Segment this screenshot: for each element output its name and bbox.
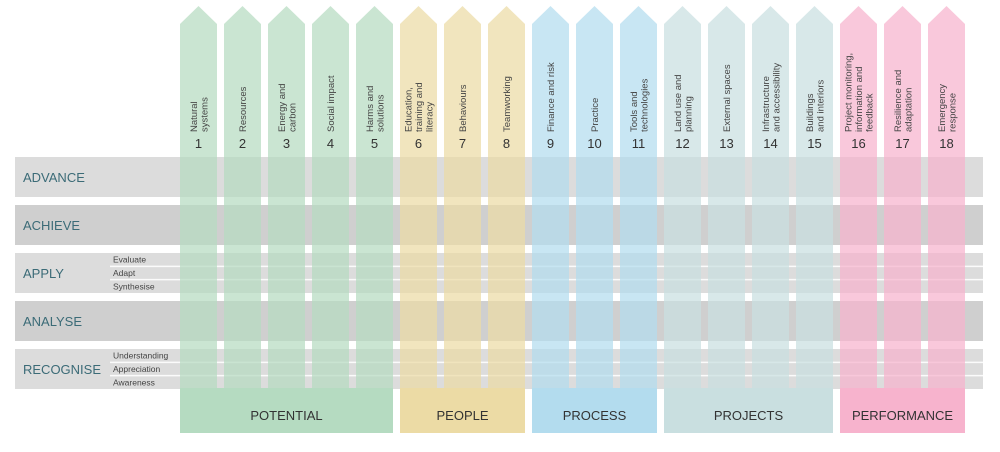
column-title-1: systems <box>199 97 210 132</box>
column-number-2: 2 <box>239 136 246 151</box>
group-bar-process <box>532 388 657 433</box>
column-arrow-16 <box>840 6 877 398</box>
column-arrow-4 <box>312 6 349 398</box>
column-title-6: training and <box>414 82 425 132</box>
column-title-12: planning <box>683 96 694 132</box>
column-arrow-5 <box>356 6 393 398</box>
column-arrow-14 <box>752 6 789 398</box>
column-number-8: 8 <box>503 136 510 151</box>
column-title-5: solutions <box>375 94 386 132</box>
level-label-recognise: RECOGNISE <box>23 362 101 377</box>
sublevel-label-appreciation: Appreciation <box>113 364 161 374</box>
column-title-3: carbon <box>287 103 298 132</box>
group-bar-people <box>400 388 525 433</box>
column-arrow-9 <box>532 6 569 398</box>
column-number-16: 16 <box>851 136 865 151</box>
column-arrow-6 <box>400 6 437 398</box>
column-number-4: 4 <box>327 136 334 151</box>
column-title-1: Natural <box>189 101 200 132</box>
column-title-3: Energy and <box>277 83 288 132</box>
sublevel-label-awareness: Awareness <box>113 377 155 387</box>
column-title-4: Social impact <box>326 75 337 132</box>
column-title-14: Infrastructure <box>761 76 772 132</box>
column-arrow-3 <box>268 6 305 398</box>
column-title-11: technologies <box>639 78 650 132</box>
column-number-12: 12 <box>675 136 689 151</box>
column-title-17: Resilience and <box>893 70 904 132</box>
group-label-process: PROCESS <box>563 408 627 423</box>
group-label-people: PEOPLE <box>436 408 488 423</box>
column-title-7: Behaviours <box>458 84 469 132</box>
column-arrow-8 <box>488 6 525 398</box>
column-arrow-10 <box>576 6 613 398</box>
column-title-16: feedback <box>865 93 876 132</box>
sublevel-label-evaluate: Evaluate <box>113 255 146 265</box>
column-arrow-17 <box>884 6 921 398</box>
column-arrow-18 <box>928 6 965 398</box>
column-title-18: response <box>947 93 958 132</box>
column-title-11: Tools and <box>629 91 640 132</box>
column-number-15: 15 <box>807 136 821 151</box>
column-number-13: 13 <box>719 136 733 151</box>
sublevel-label-understanding: Understanding <box>113 351 169 361</box>
column-number-1: 1 <box>195 136 202 151</box>
column-number-17: 17 <box>895 136 909 151</box>
column-arrow-1 <box>180 6 217 398</box>
column-number-10: 10 <box>587 136 601 151</box>
column-title-18: Emergency <box>937 84 948 132</box>
level-label-achieve: ACHIEVE <box>23 218 80 233</box>
group-label-potential: POTENTIAL <box>250 408 322 423</box>
column-title-13: External spaces <box>722 64 733 132</box>
column-arrow-12 <box>664 6 701 398</box>
column-arrow-7 <box>444 6 481 398</box>
column-title-10: Practice <box>590 98 601 132</box>
column-arrow-11 <box>620 6 657 398</box>
column-title-9: Finance and risk <box>546 62 557 132</box>
group-bar-performance <box>840 388 965 433</box>
group-label-projects: PROJECTS <box>714 408 784 423</box>
column-number-3: 3 <box>283 136 290 151</box>
column-title-5: Harms and <box>365 86 376 132</box>
column-number-6: 6 <box>415 136 422 151</box>
column-number-7: 7 <box>459 136 466 151</box>
column-number-11: 11 <box>632 136 646 151</box>
sublevel-label-synthesise: Synthesise <box>113 281 155 291</box>
level-label-advance: ADVANCE <box>23 170 85 185</box>
column-title-15: and interiors <box>815 79 826 132</box>
column-arrow-15 <box>796 6 833 398</box>
column-number-14: 14 <box>763 136 777 151</box>
column-title-6: Education, <box>404 87 415 132</box>
column-arrow-2 <box>224 6 261 398</box>
column-title-2: Resources <box>238 86 249 132</box>
column-title-14: and accessibility <box>771 63 782 132</box>
column-title-15: Buildings <box>805 93 816 132</box>
column-title-6: literacy <box>425 102 436 132</box>
column-number-9: 9 <box>547 136 554 151</box>
column-title-12: Land use and <box>673 74 684 132</box>
group-bar-projects <box>664 388 833 433</box>
column-title-8: Teamworking <box>502 76 513 132</box>
group-label-performance: PERFORMANCE <box>852 408 953 423</box>
sublevel-label-adapt: Adapt <box>113 268 136 278</box>
column-title-16: Project monitoring, <box>844 53 855 132</box>
group-bar-potential <box>180 388 393 433</box>
level-label-apply: APPLY <box>23 266 64 281</box>
column-title-16: information and <box>854 67 865 132</box>
column-number-18: 18 <box>939 136 953 151</box>
column-arrow-13 <box>708 6 745 398</box>
level-label-analyse: ANALYSE <box>23 314 82 329</box>
column-title-17: adaptation <box>903 88 914 132</box>
column-number-5: 5 <box>371 136 378 151</box>
